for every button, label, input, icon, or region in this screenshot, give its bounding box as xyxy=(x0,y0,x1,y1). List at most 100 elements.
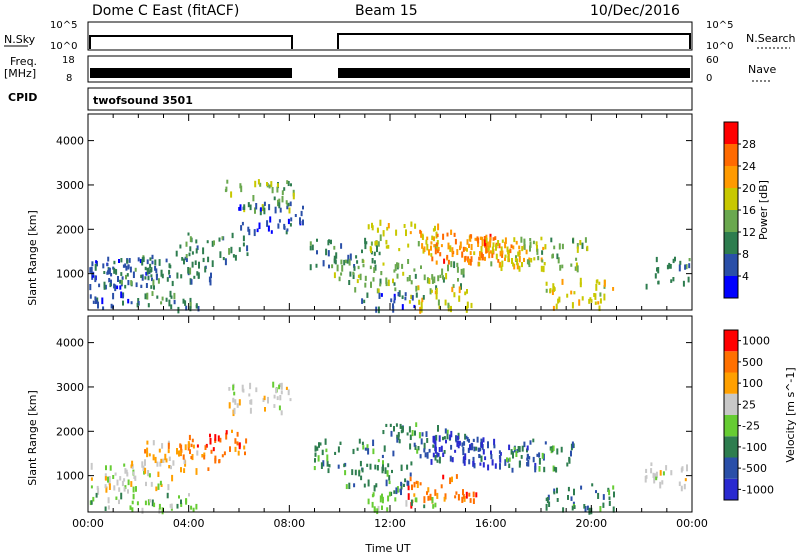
power-data-cell xyxy=(328,239,330,243)
power-data-cell xyxy=(132,271,135,279)
power-data-cell xyxy=(377,229,379,233)
velocity-data-cell xyxy=(184,444,187,451)
power-data-cell xyxy=(523,244,526,250)
velocity-data-cell xyxy=(90,477,93,481)
power-data-cell xyxy=(387,279,390,287)
power-data-cell xyxy=(674,256,676,262)
velocity-data-cluster xyxy=(90,462,135,495)
velocity-data-cell xyxy=(391,469,393,474)
power-data-cell xyxy=(292,192,295,200)
velocity-data-cell xyxy=(176,503,179,509)
power-data-cell xyxy=(387,244,390,249)
power-data-cell xyxy=(110,279,112,287)
power-data-cell xyxy=(289,201,292,207)
nave-label: Nave xyxy=(748,63,776,76)
velocity-data-cell xyxy=(183,468,186,474)
velocity-data-cell xyxy=(526,462,529,467)
power-data-cell xyxy=(286,203,289,207)
power-data-cell xyxy=(428,278,431,285)
velocity-data-cell xyxy=(280,410,283,416)
power-data-cell xyxy=(593,293,596,297)
power-data-cell xyxy=(411,295,414,301)
power-data-cell xyxy=(470,256,473,263)
velocity-data-cell xyxy=(477,447,480,452)
power-data-cell xyxy=(328,264,330,269)
velocity-data-cell xyxy=(148,473,151,478)
power-data-cell xyxy=(422,295,425,300)
velocity-data-cell xyxy=(225,432,228,440)
velocity-data-cell xyxy=(250,399,253,405)
velocity-data-cell xyxy=(382,460,384,466)
velocity-data-cell xyxy=(462,449,465,456)
power-data-cell xyxy=(494,236,497,241)
velocity-data-cell xyxy=(204,445,207,450)
power-data-cell xyxy=(103,281,106,289)
power-data-cell xyxy=(380,293,383,297)
power-data-cell xyxy=(224,258,227,266)
freq-band-1 xyxy=(90,68,292,78)
velocity-data-cell xyxy=(136,501,139,506)
velocity-data-cell xyxy=(612,506,615,513)
power-data-cell xyxy=(433,244,436,248)
power-data-cell xyxy=(655,256,658,263)
power-data-cell xyxy=(364,243,367,250)
velocity-data-cell xyxy=(389,423,392,427)
velocity-data-cell xyxy=(147,470,150,477)
velocity-data-cell xyxy=(374,464,377,470)
velocity-data-cell xyxy=(273,404,276,408)
velocity-data-cell xyxy=(545,503,548,511)
power-data-cell xyxy=(110,303,113,309)
power-data-cell xyxy=(89,284,92,291)
power-data-cell xyxy=(462,274,465,278)
velocity-data-cell xyxy=(472,460,475,465)
power-data-cell xyxy=(558,296,561,303)
velocity-data-cell xyxy=(232,384,235,391)
velocity-data-cluster xyxy=(430,435,502,468)
velocity-data-cell xyxy=(532,456,535,463)
velocity-data-cell xyxy=(487,464,490,471)
power-data-cell xyxy=(243,204,246,210)
velocity-data-cell xyxy=(508,444,511,451)
power-data-cell xyxy=(206,240,209,244)
velocity-data-cell xyxy=(410,499,413,506)
power-data-cell xyxy=(504,241,507,249)
velocity-data-cell xyxy=(570,496,573,501)
power-data-cell xyxy=(266,220,269,227)
velocity-data-cell xyxy=(372,492,375,497)
power-data-cell xyxy=(127,264,130,269)
colorbar-tick-label: -100 xyxy=(742,441,767,454)
power-data-cell xyxy=(378,292,381,299)
velocity-data-cell xyxy=(457,435,459,440)
velocity-data-cell xyxy=(124,485,127,490)
power-data-cell xyxy=(154,259,157,266)
power-data-cell xyxy=(439,274,442,278)
power-data-cluster xyxy=(238,201,304,237)
power-data-cell xyxy=(149,268,152,273)
velocity-data-cell xyxy=(670,470,673,476)
velocity-data-cluster xyxy=(367,491,437,515)
velocity-data-cell xyxy=(120,492,123,500)
velocity-data-cluster xyxy=(228,381,292,417)
power-data-cell xyxy=(276,186,279,193)
power-data-cell xyxy=(120,279,123,285)
velocity-data-cell xyxy=(661,480,664,485)
power-data-cell xyxy=(89,294,92,299)
velocity-data-cell xyxy=(499,456,502,463)
velocity-data-cell xyxy=(476,436,479,443)
velocity-ylabel: Slant Range [km] xyxy=(26,390,39,486)
power-data-cell xyxy=(330,239,332,245)
power-data-cell xyxy=(349,271,352,277)
power-data-cell xyxy=(492,242,495,248)
velocity-data-cell xyxy=(396,486,399,493)
velocity-data-cell xyxy=(654,473,657,480)
power-data-cell xyxy=(435,260,438,265)
power-data-cell xyxy=(375,240,378,246)
power-data-cell xyxy=(158,259,161,266)
velocity-data-cell xyxy=(423,442,426,450)
power-data-cell xyxy=(453,232,456,237)
power-data-cell xyxy=(239,183,242,189)
power-data-cell xyxy=(552,305,555,311)
velocity-data-cell xyxy=(228,387,231,391)
velocity-data-cell xyxy=(584,506,587,513)
power-data-cell xyxy=(161,273,164,279)
